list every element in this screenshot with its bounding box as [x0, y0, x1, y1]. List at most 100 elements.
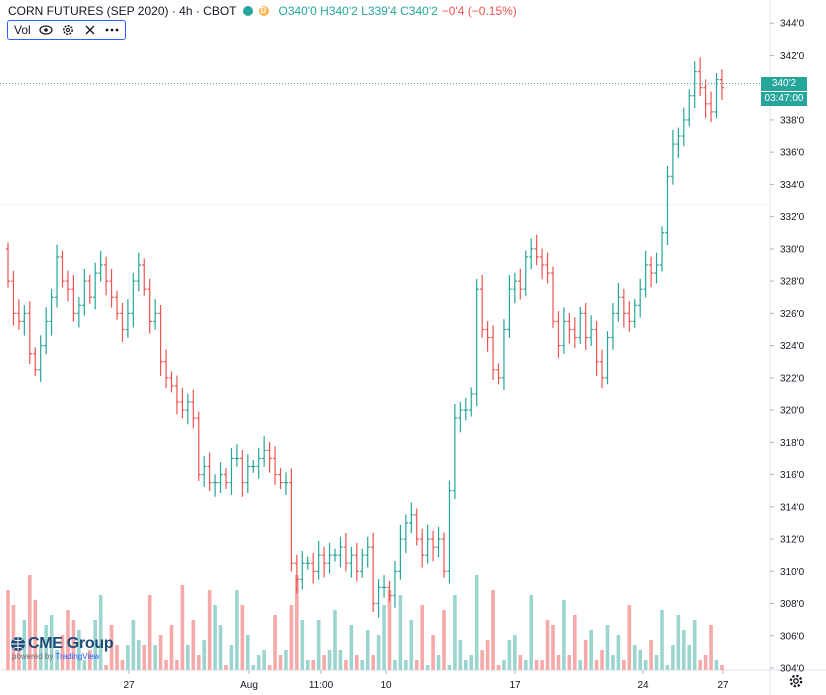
- volume-bar: [224, 665, 228, 670]
- ohlc-bar: [196, 411, 201, 482]
- volume-bar: [11, 605, 16, 670]
- time-tick-label: 27: [717, 680, 729, 691]
- ohlc-bar: [65, 270, 71, 302]
- ohlc-bar: [11, 270, 16, 326]
- volume-bar: [556, 655, 561, 670]
- ohlc-bar: [719, 69, 725, 100]
- ohlc-bar: [365, 536, 370, 568]
- time-tick-label: 11:00: [309, 680, 334, 691]
- ohlc-bar: [82, 268, 87, 316]
- volume-bar: [529, 595, 533, 670]
- volume-bar: [38, 645, 43, 670]
- ohlc-bar: [381, 575, 387, 598]
- volume-bar: [218, 625, 223, 670]
- ohlc-bar: [681, 107, 686, 147]
- volume-bar: [703, 655, 708, 670]
- more-icon[interactable]: [105, 23, 119, 37]
- ohlc-bar: [272, 446, 278, 485]
- settings-icon[interactable]: [61, 23, 75, 37]
- price-tick-label: 334'0: [780, 180, 805, 191]
- eye-icon[interactable]: [39, 23, 53, 37]
- volume-bar: [169, 625, 174, 670]
- volume-bar: [485, 640, 490, 670]
- ohlc-bar: [54, 244, 60, 308]
- price-tick-label: 344'0: [780, 19, 805, 30]
- price-axis: 344'0342'0340'0338'0336'0334'0332'0330'0…: [770, 19, 805, 675]
- ohlc-bar: [583, 303, 588, 350]
- price-tick-label: 326'0: [780, 309, 805, 320]
- volume-bar: [66, 610, 70, 670]
- close-icon[interactable]: [83, 23, 97, 37]
- ohlc-bar: [534, 234, 539, 266]
- volume-bar: [431, 635, 435, 670]
- ohlc-bar: [38, 335, 43, 383]
- ohlc-bar: [512, 272, 518, 304]
- gear-icon[interactable]: [788, 673, 804, 689]
- ohlc-bar: [300, 550, 305, 590]
- ohlc-bar: [594, 321, 599, 376]
- ohlc-bar: [163, 349, 169, 389]
- volume-bar: [49, 615, 54, 670]
- volume-legend[interactable]: Vol: [7, 20, 126, 40]
- price-tick-label: 306'0: [780, 631, 805, 642]
- cme-group-text: CME Group: [28, 635, 114, 652]
- ohlc-bar: [16, 299, 22, 330]
- volume-bar: [300, 620, 305, 670]
- ohlc-bar: [321, 546, 327, 578]
- volume-bar: [414, 660, 419, 670]
- volume-bar: [567, 655, 572, 670]
- ohlc-bar: [174, 375, 180, 415]
- ohlc-bar: [496, 363, 501, 385]
- price-tick-label: 304'0: [780, 664, 805, 675]
- volume-bar: [534, 660, 539, 670]
- volume-bar: [207, 590, 212, 670]
- volume-bar: [311, 660, 315, 670]
- ohlc-bar: [458, 401, 463, 433]
- ohlc-bar: [627, 301, 632, 332]
- volume-bar: [115, 645, 119, 670]
- ohlc-bar: [452, 403, 458, 500]
- volume-bar: [137, 640, 141, 670]
- volume-bar: [425, 665, 430, 670]
- volume-bar: [153, 645, 157, 670]
- ohlc-bar: [22, 304, 27, 336]
- volume-bar: [360, 660, 365, 670]
- ohlc-bar: [240, 450, 245, 497]
- tradingview-text: TradingView: [55, 652, 100, 661]
- ohlc-bar: [485, 321, 490, 352]
- last-price-label: 340'2: [761, 76, 807, 91]
- ohlc-bar: [692, 61, 697, 108]
- price-tick-label: 336'0: [780, 148, 805, 159]
- price-tick-label: 338'0: [780, 115, 805, 126]
- ohlc-bar: [714, 73, 719, 119]
- volume-bar: [513, 635, 517, 670]
- volume-bar: [458, 640, 463, 670]
- volume-bar: [464, 660, 468, 670]
- ohlc-bar: [665, 166, 670, 246]
- price-tick-label: 312'0: [780, 535, 805, 546]
- volume-bar: [480, 650, 484, 670]
- ohlc-bar: [414, 508, 419, 546]
- volume-bar: [453, 595, 457, 670]
- cme-group-logo: CME Group powered by TradingView: [10, 635, 114, 661]
- volume-bar: [333, 610, 337, 670]
- ohlc-bar: [469, 387, 474, 417]
- ohlc-bar: [76, 296, 82, 328]
- ohlc-bar: [98, 250, 103, 282]
- volume-bar: [442, 610, 446, 670]
- volume-bar: [33, 600, 38, 670]
- volume-bar: [600, 650, 604, 670]
- ohlc-bar: [697, 57, 703, 97]
- ohlc-bar: [545, 252, 550, 284]
- volume-bar: [284, 650, 288, 670]
- ohlc-bar: [43, 307, 49, 354]
- ohlc-bar: [610, 303, 616, 350]
- volume-bar: [267, 665, 272, 670]
- volume-bar: [709, 625, 713, 670]
- volume-bar: [251, 665, 256, 670]
- volume-bar: [551, 625, 555, 670]
- ohlc-bar: [283, 472, 289, 495]
- ohlc-bar: [398, 524, 403, 580]
- volume-bar: [573, 615, 577, 670]
